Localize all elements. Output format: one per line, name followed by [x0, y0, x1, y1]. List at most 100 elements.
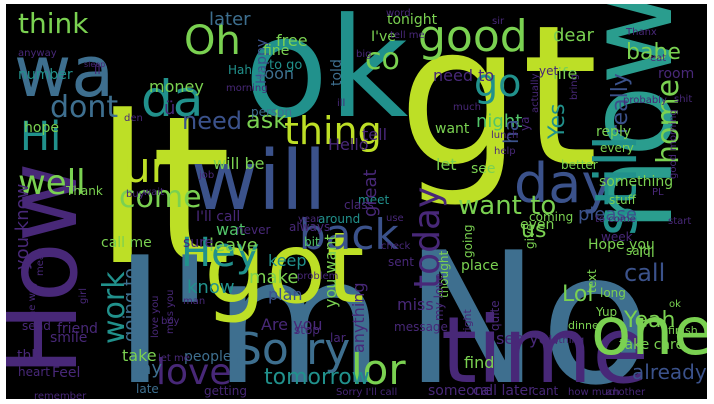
- word-thank: Thank: [65, 184, 103, 198]
- word-told: told: [329, 59, 345, 86]
- word-ha: ha: [499, 119, 523, 144]
- word-number: number: [18, 67, 73, 83]
- word-late: late: [136, 382, 159, 396]
- word-going-to: going to: [120, 268, 141, 342]
- word-word: word: [386, 8, 411, 19]
- word-reply: reply: [596, 124, 631, 140]
- word-good-morning: good morning: [668, 109, 679, 179]
- word-time: time: [441, 297, 649, 399]
- word-babe: babe: [626, 40, 681, 65]
- word-say: say: [131, 358, 162, 379]
- word-already: already: [632, 360, 707, 384]
- word-gt: gt: [398, 4, 598, 210]
- word-said: said: [626, 244, 651, 258]
- word-cant: cant: [532, 384, 559, 398]
- word-meet: meet: [358, 193, 389, 207]
- word-tell: tell: [362, 125, 387, 144]
- word-yeah: Yeah: [623, 308, 675, 333]
- word-today: today: [407, 187, 448, 289]
- word-wa: wa: [14, 31, 114, 113]
- word-going: going: [461, 224, 475, 258]
- word-heart: heart: [18, 365, 50, 379]
- word-i-ve: I've: [371, 29, 396, 45]
- word-help: help: [494, 146, 516, 157]
- word-my-love: my love: [432, 273, 446, 321]
- word-friend: friend: [57, 321, 98, 337]
- word-place: place: [461, 258, 499, 274]
- word-better: better: [561, 158, 598, 172]
- word-much: much: [453, 102, 481, 113]
- word-us: us: [521, 218, 546, 243]
- word-tomorrow: tomorrow: [264, 365, 370, 390]
- word-keep: keep: [268, 251, 307, 270]
- word-think: think: [18, 7, 89, 40]
- word-thk: thk: [17, 348, 40, 364]
- word-fine: fine: [263, 43, 289, 59]
- word-co: co: [365, 42, 400, 77]
- word-something: something: [599, 174, 673, 190]
- word-make: make: [249, 267, 298, 288]
- word-feel: Feel: [52, 365, 80, 381]
- word-tonight: tonight: [387, 12, 438, 28]
- word-want-to: want to: [458, 191, 556, 221]
- word-girl: girl: [78, 288, 89, 304]
- word-soon: soon: [256, 64, 294, 83]
- word-cloud: lt ok gt now I'm No How got time one will wa day ur go…: [6, 4, 707, 399]
- word-job: job: [198, 170, 214, 181]
- word-night: night: [476, 111, 522, 132]
- word-x: ü: [164, 98, 175, 119]
- word-find: find: [464, 353, 494, 372]
- word-hello: Hello: [328, 135, 369, 154]
- word-love-you: love you: [150, 295, 161, 338]
- word-haha: Haha: [228, 63, 259, 77]
- word-how: How: [6, 162, 100, 376]
- word-anything: anything: [349, 282, 368, 353]
- word-lt: lt: [94, 73, 231, 311]
- word-den: den: [124, 113, 143, 124]
- word-message: message: [394, 320, 448, 334]
- word-will-be: will be: [213, 154, 265, 173]
- word-money: money: [149, 77, 204, 96]
- word-every: every: [600, 141, 634, 155]
- word-text: text: [585, 269, 599, 293]
- word-lor: lor: [351, 345, 406, 394]
- word-good: good: [418, 11, 528, 62]
- word-yup: Yup: [595, 305, 617, 319]
- word-thought: thought: [437, 251, 451, 298]
- word-use: use: [386, 213, 404, 224]
- word-take: take: [122, 346, 157, 365]
- word-happy: Happy: [254, 39, 270, 84]
- word-please: please: [578, 204, 637, 225]
- word-need: need: [182, 107, 242, 135]
- word-sorry-i-ll-call: Sorry I'll call: [336, 387, 397, 398]
- word-problem: problem: [297, 271, 338, 282]
- word-hope-you: Hope you: [588, 237, 655, 253]
- word-thing: thing: [284, 109, 382, 153]
- word-man: man: [183, 296, 205, 307]
- word-room: room: [658, 66, 694, 82]
- word-stuff: stuff: [609, 193, 637, 207]
- word-shit: shit: [674, 94, 692, 105]
- word-give: give: [523, 224, 537, 249]
- word-ur: ur: [124, 143, 169, 192]
- word-the-way: the way: [27, 281, 38, 321]
- word-you-know: you know: [12, 184, 33, 270]
- word-actually: actually: [530, 73, 541, 113]
- word-smile: smile: [50, 330, 87, 346]
- word-dinner: dinner: [568, 319, 604, 332]
- word-lunch: lunch: [491, 130, 518, 141]
- word-free: free: [276, 31, 308, 50]
- word-ok: ok: [244, 4, 408, 149]
- word-let-me: let me: [158, 353, 190, 364]
- word-someone: someone: [428, 383, 492, 399]
- word-leave: leave: [209, 235, 258, 256]
- word-bit: bit: [304, 235, 320, 249]
- word-work: work: [97, 271, 132, 344]
- word-come: come: [119, 180, 202, 215]
- word-start: start: [668, 216, 691, 227]
- word-life: life: [553, 64, 577, 83]
- word-will: will: [191, 134, 326, 229]
- word-stop: stop: [294, 323, 320, 337]
- word-need-to: need to: [433, 66, 494, 85]
- word-sleep: sleep: [84, 60, 105, 69]
